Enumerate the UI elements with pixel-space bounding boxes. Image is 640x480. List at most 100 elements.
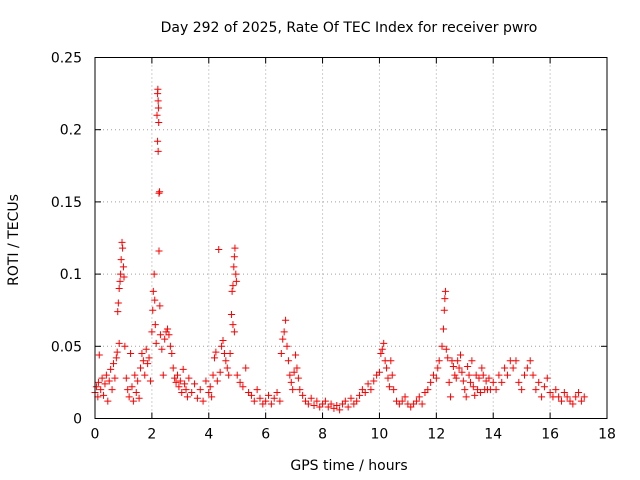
data-point (121, 342, 129, 350)
data-point (141, 371, 149, 379)
x-tick-label: 4 (204, 427, 213, 443)
data-point (173, 371, 181, 379)
data-point (196, 386, 204, 394)
data-point (438, 342, 446, 350)
data-point (290, 368, 298, 376)
data-point (230, 263, 238, 271)
data-point (445, 378, 453, 386)
data-point (512, 357, 520, 365)
data-point (296, 386, 304, 394)
x-tick-label: 2 (147, 427, 156, 443)
data-point (148, 328, 156, 336)
data-point (208, 393, 216, 401)
data-point (310, 402, 318, 410)
data-point (421, 389, 429, 397)
data-point (475, 374, 483, 382)
data-point (101, 380, 109, 388)
data-point (223, 364, 231, 372)
data-point (233, 371, 241, 379)
data-point (154, 97, 162, 105)
data-point (213, 377, 221, 385)
data-point (356, 391, 364, 399)
data-point (168, 350, 176, 358)
data-point (458, 368, 466, 376)
data-point (205, 389, 213, 397)
data-point (172, 378, 180, 386)
data-point (259, 400, 267, 408)
x-axis-label: GPS time / hours (290, 458, 407, 474)
x-tick-label: 8 (318, 427, 327, 443)
y-tick-label: 0.15 (51, 195, 82, 211)
data-point (94, 393, 102, 401)
data-point (538, 393, 546, 401)
data-point (109, 360, 117, 368)
data-point (270, 394, 278, 402)
data-point (489, 378, 497, 386)
data-point (127, 350, 135, 358)
data-point (434, 364, 442, 372)
data-point (377, 350, 385, 358)
data-point (498, 378, 506, 386)
data-point (92, 383, 100, 391)
data-point (216, 368, 224, 376)
data-point (367, 386, 375, 394)
data-point (455, 364, 463, 372)
data-point (154, 137, 162, 145)
data-point (321, 397, 329, 405)
data-point (162, 328, 170, 336)
data-point (280, 328, 288, 336)
y-tick-label: 0.25 (51, 51, 82, 67)
data-point (529, 371, 537, 379)
data-point (138, 350, 146, 358)
data-point (116, 277, 124, 285)
data-point (120, 273, 128, 281)
data-point (232, 277, 240, 285)
tick-marks-layer (94, 57, 608, 419)
data-point (316, 403, 324, 411)
y-tick-label: 0 (73, 412, 82, 428)
data-point (319, 400, 327, 408)
data-point (441, 287, 449, 295)
x-tick-label: 18 (598, 427, 616, 443)
data-point (112, 354, 120, 362)
data-point (465, 371, 473, 379)
data-point (98, 374, 106, 382)
data-point (283, 342, 291, 350)
data-point (115, 285, 123, 293)
data-point (476, 389, 484, 397)
x-tick-label: 10 (371, 427, 389, 443)
data-point (472, 371, 480, 379)
data-point (461, 386, 469, 394)
data-point (267, 400, 275, 408)
data-point (415, 393, 423, 401)
y-tick-label: 0.1 (60, 267, 82, 283)
data-point (171, 374, 179, 382)
data-point (199, 397, 207, 405)
data-point (289, 386, 297, 394)
data-point (407, 403, 415, 411)
data-point (118, 238, 126, 246)
data-point (535, 378, 543, 386)
data-point (231, 244, 239, 252)
data-point (380, 339, 388, 347)
data-point (175, 383, 183, 391)
data-point (156, 331, 164, 339)
data-point (230, 253, 238, 261)
data-point (388, 371, 396, 379)
data-point (226, 350, 234, 358)
data-point (94, 378, 102, 386)
data-point (526, 357, 534, 365)
data-point (125, 393, 133, 401)
data-point (146, 377, 154, 385)
x-tick-labels: 0 2 4 6 8 10 12 14 16 18 (91, 427, 616, 443)
data-point (166, 342, 174, 350)
data-point (115, 339, 123, 347)
data-point (471, 391, 479, 399)
data-point (113, 348, 121, 356)
data-point (256, 394, 264, 402)
data-point (228, 311, 236, 319)
data-point (347, 394, 355, 402)
data-point (135, 394, 143, 402)
data-point (182, 386, 190, 394)
